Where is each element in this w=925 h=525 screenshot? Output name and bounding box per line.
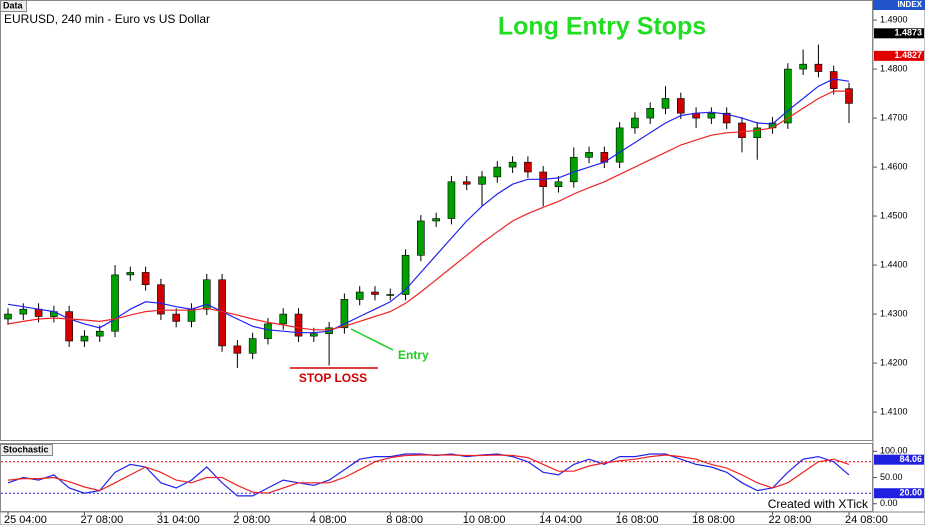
level-label: 20.00 [899, 488, 922, 498]
candle-body [172, 313, 180, 322]
value-marker [874, 28, 924, 39]
stochastic-title: Stochastic [3, 444, 49, 454]
x-tick-label: 14 04:00 [539, 514, 582, 525]
y-tick-label: 1.4500 [880, 210, 908, 220]
y-tick-label: 1.4100 [880, 406, 908, 416]
candle-body [401, 254, 410, 295]
candle-body [95, 330, 104, 337]
y-tick-label: 1.4700 [880, 112, 908, 122]
x-tick-label: 25 04:00 [4, 514, 47, 525]
candle-body [722, 112, 731, 124]
y-tick-label: 50.00 [880, 472, 903, 482]
y-tick-label: 1.4200 [880, 357, 908, 367]
chart-title: Long Entry Stops [498, 13, 706, 41]
y-tick-label: 1.4900 [880, 14, 908, 24]
value-marker-label: 1.4873 [894, 28, 922, 38]
candle-body [355, 291, 364, 300]
entry-label: Entry [398, 348, 429, 362]
y-tick-label: 1.4800 [880, 63, 908, 73]
value-marker [874, 50, 924, 61]
candle-body [615, 127, 624, 163]
panel-tab [0, 444, 53, 456]
candle-body [386, 294, 395, 296]
candle-body [569, 156, 578, 183]
candle-body [417, 220, 425, 256]
time-axis [0, 511, 925, 525]
candle-body [447, 181, 456, 219]
panel-label: Data [3, 0, 24, 10]
x-tick-label: 24 08:00 [845, 514, 888, 525]
candle-body [493, 166, 502, 178]
footer: Created with XTick [768, 497, 869, 511]
line-series [7, 454, 850, 494]
y-tick-label: 1.4400 [880, 259, 908, 269]
panel-tab [0, 0, 27, 12]
entry-arrow [350, 328, 394, 351]
value-marker [874, 454, 924, 465]
stop-loss-label: STOP LOSS [299, 371, 367, 385]
candle-body [753, 127, 762, 138]
candle-body [814, 63, 823, 72]
candle-body [799, 63, 807, 70]
value-marker-label: 84.06 [899, 454, 922, 464]
candle-body [707, 112, 716, 119]
x-tick-label: 4 08:00 [310, 514, 347, 525]
subtitle: EURUSD, 240 min - Euro vs US Dollar [4, 12, 210, 26]
candle-body [187, 308, 196, 322]
candle-body [34, 308, 43, 317]
candle-body [126, 272, 135, 276]
candle-body [340, 299, 349, 329]
candle-body [248, 338, 257, 354]
candle-body [432, 218, 440, 222]
x-tick-label: 27 08:00 [80, 514, 123, 525]
candle-body [845, 88, 853, 104]
x-tick-label: 31 04:00 [157, 514, 200, 525]
value-marker-label: 1.4827 [894, 50, 922, 60]
price-axis [872, 0, 925, 513]
candle-body [65, 311, 73, 342]
candle-body [478, 176, 486, 185]
candle-body [554, 181, 563, 187]
axis-header [873, 0, 925, 10]
candle-body [111, 274, 119, 332]
y-tick-label: 100.00 [880, 446, 908, 456]
candle-body [784, 68, 792, 124]
candle-body [80, 335, 89, 342]
candle-body [19, 308, 28, 315]
candle-body [646, 107, 655, 119]
candle-body [310, 333, 318, 337]
y-tick-label: 1.4600 [880, 161, 908, 171]
axis-label: INDEX [898, 0, 923, 9]
candle-body [661, 98, 670, 109]
x-tick-label: 2 08:00 [233, 514, 270, 525]
x-tick-label: 8 08:00 [386, 514, 423, 525]
stochastic-panel [0, 443, 873, 512]
candle-body [462, 181, 471, 185]
line-series [7, 78, 850, 334]
candle-body [4, 313, 12, 320]
line-series [7, 90, 849, 331]
candle-body [631, 117, 639, 129]
x-tick-label: 10 08:00 [463, 514, 506, 525]
candle-body [738, 122, 746, 138]
candle-body [141, 272, 150, 285]
candle-body [508, 161, 517, 168]
candle-body [279, 313, 288, 325]
candle-body [202, 279, 211, 310]
x-tick-label: 18 08:00 [692, 514, 735, 525]
candle-body [157, 284, 165, 315]
candle-body [585, 152, 593, 158]
candle-body [294, 313, 303, 337]
candle-body [371, 291, 379, 295]
x-tick-label: 22 08:00 [769, 514, 812, 525]
y-tick-label: 1.4300 [880, 308, 908, 318]
candle-body [676, 98, 685, 114]
candle-body [233, 345, 242, 354]
y-tick-label: 0.00 [880, 498, 898, 508]
candle-body [524, 161, 532, 173]
candle-body [264, 323, 272, 339]
x-tick-label: 16 08:00 [616, 514, 659, 525]
level-marker [874, 488, 924, 499]
